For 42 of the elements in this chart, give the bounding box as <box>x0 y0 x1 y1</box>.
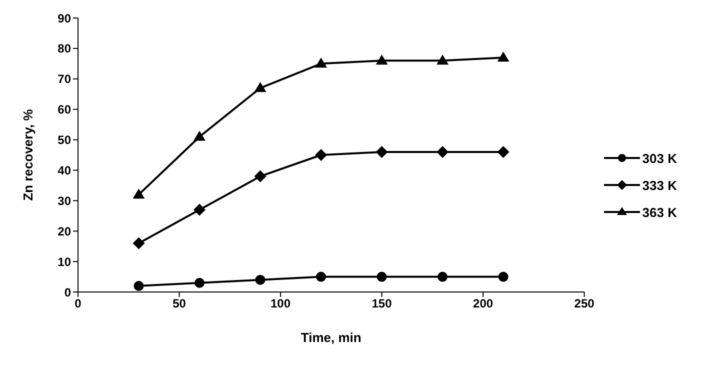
point <box>194 204 206 216</box>
y-tick-label: 0 <box>64 285 72 300</box>
point <box>316 272 326 282</box>
x-tick-label: 150 <box>372 296 392 311</box>
point <box>255 274 266 285</box>
x-axis-title: Time, min <box>300 330 362 345</box>
point <box>498 272 508 282</box>
x-tick-label: 100 <box>270 296 291 311</box>
point <box>438 272 448 282</box>
y-tick-label: 40 <box>58 163 72 178</box>
point <box>315 149 328 161</box>
y-tick-label: 30 <box>58 194 72 208</box>
point <box>436 54 449 65</box>
x-tick-label: 0 <box>74 296 82 311</box>
legend-label: 333 K <box>642 178 677 192</box>
point <box>497 52 510 62</box>
point <box>436 146 449 158</box>
x-tick-label: 50 <box>172 296 186 311</box>
point <box>497 146 510 158</box>
point <box>376 146 388 158</box>
legend-label: 303 K <box>642 150 677 166</box>
x-tick-label: 250 <box>574 296 595 311</box>
y-tick-label: 50 <box>58 133 72 148</box>
point <box>376 54 388 65</box>
y-tick-label: 70 <box>58 72 72 86</box>
y-axis-title: Zn recovery, % <box>20 108 36 201</box>
point <box>132 188 145 199</box>
point <box>254 82 266 92</box>
point <box>254 170 266 182</box>
point <box>315 58 328 68</box>
legend-label: 363 K <box>642 204 677 220</box>
point <box>132 237 145 250</box>
point <box>134 280 144 291</box>
y-tick-label: 90 <box>58 11 72 26</box>
x-tick-label: 200 <box>473 296 494 311</box>
point <box>376 272 387 282</box>
y-tick-label: 80 <box>58 42 72 56</box>
y-tick-label: 20 <box>58 224 72 238</box>
y-tick-label: 10 <box>58 254 72 269</box>
y-tick-label: 60 <box>58 102 72 117</box>
point <box>194 130 206 141</box>
point <box>194 278 205 288</box>
